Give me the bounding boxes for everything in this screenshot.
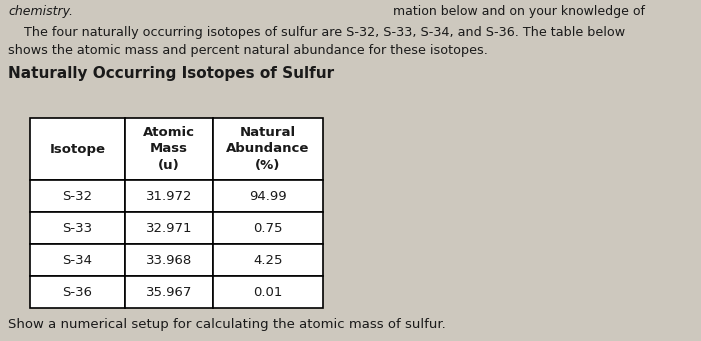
Bar	[30, 118, 125, 180]
Text: S-34: S-34	[62, 253, 93, 267]
Bar	[213, 244, 323, 276]
Text: 4.25: 4.25	[253, 253, 283, 267]
Bar	[30, 180, 125, 212]
Bar	[30, 212, 125, 244]
Text: shows the atomic mass and percent natural abundance for these isotopes.: shows the atomic mass and percent natura…	[8, 44, 488, 57]
Text: Natural
Abundance
(%): Natural Abundance (%)	[226, 127, 310, 172]
Text: 0.01: 0.01	[253, 285, 283, 298]
Text: Isotope: Isotope	[50, 143, 105, 155]
Text: S-33: S-33	[62, 222, 93, 235]
Bar	[213, 276, 323, 308]
Text: S-36: S-36	[62, 285, 93, 298]
Text: chemistry.: chemistry.	[8, 5, 73, 18]
Bar	[125, 212, 213, 244]
Bar	[30, 276, 125, 308]
Text: mation below and on your knowledge of: mation below and on your knowledge of	[393, 5, 644, 18]
Bar	[125, 180, 213, 212]
Text: 0.75: 0.75	[253, 222, 283, 235]
Bar	[125, 276, 213, 308]
Text: Atomic
Mass
(u): Atomic Mass (u)	[143, 127, 195, 172]
Bar	[125, 244, 213, 276]
Text: Show a numerical setup for calculating the atomic mass of sulfur.: Show a numerical setup for calculating t…	[8, 318, 446, 331]
Text: 32.971: 32.971	[146, 222, 192, 235]
Text: The four naturally occurring isotopes of sulfur are S-32, S-33, S-34, and S-36. : The four naturally occurring isotopes of…	[8, 26, 625, 39]
Bar	[213, 118, 323, 180]
Text: 35.967: 35.967	[146, 285, 192, 298]
Bar	[30, 244, 125, 276]
Text: 33.968: 33.968	[146, 253, 192, 267]
Bar	[125, 118, 213, 180]
Bar	[213, 180, 323, 212]
Text: 31.972: 31.972	[146, 190, 192, 203]
Text: S-32: S-32	[62, 190, 93, 203]
Text: 94.99: 94.99	[249, 190, 287, 203]
Text: Naturally Occurring Isotopes of Sulfur: Naturally Occurring Isotopes of Sulfur	[8, 66, 334, 81]
Bar	[213, 212, 323, 244]
